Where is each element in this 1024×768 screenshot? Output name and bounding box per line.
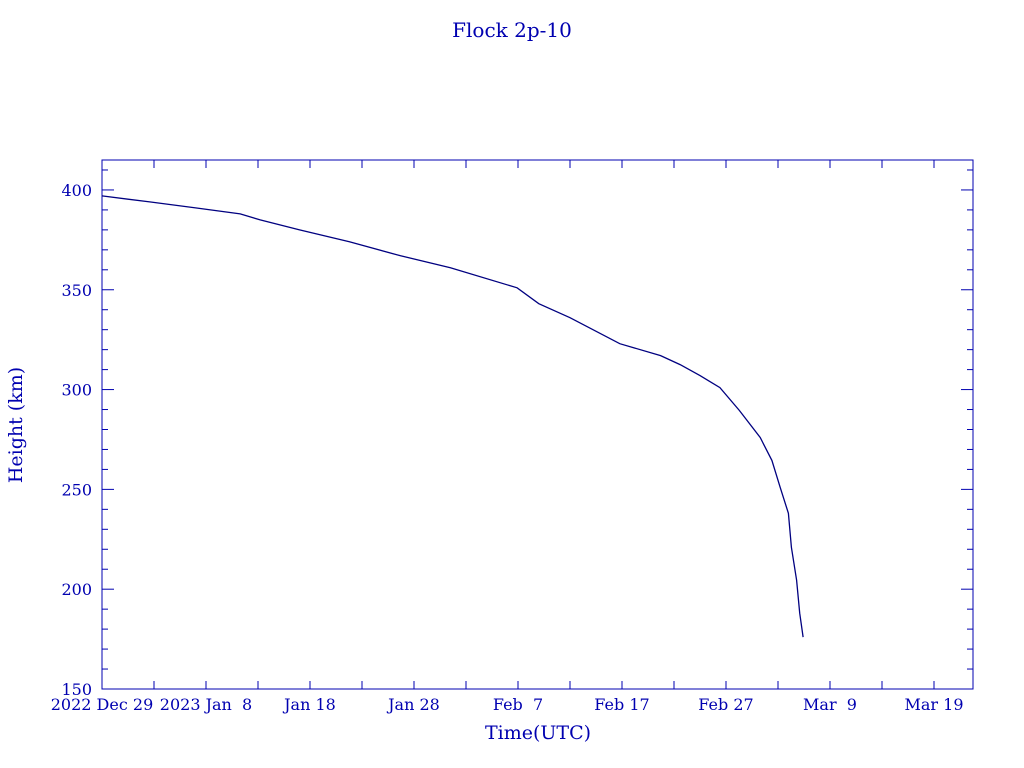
x-tick-label: Jan 18 [282,695,336,714]
y-tick-label: 150 [61,680,92,699]
x-tick-label: 2022 Dec 29 [51,695,154,714]
x-tick-label: Feb 7 [493,695,543,714]
series-line [101,195,804,638]
x-tick-label: Mar 9 [803,695,857,714]
y-tick-label: 250 [61,480,92,499]
y-axis: 150 200 250 300 350 400 [61,169,973,699]
y-tick-label: 300 [61,381,92,400]
x-axis: 2022 Dec 29 2023 Jan 8 Jan 18 Jan 28 Feb 7 Fe… [51,160,964,714]
y-tick-label: 400 [61,181,92,200]
x-tick-label: Mar 19 [904,695,963,714]
chart-title: Flock 2p-10 [452,18,572,42]
x-tick-label: Feb 27 [698,695,753,714]
x-tick-label: Jan 28 [386,695,440,714]
y-tick-label: 350 [61,281,92,300]
x-tick-label: Feb 17 [594,695,649,714]
x-axis-label: Time(UTC) [485,722,591,744]
plot-frame [101,159,974,690]
y-tick-label: 200 [61,580,92,599]
x-tick-label: 2023 Jan 8 [160,695,252,714]
y-axis-label: Height (km) [5,367,27,483]
